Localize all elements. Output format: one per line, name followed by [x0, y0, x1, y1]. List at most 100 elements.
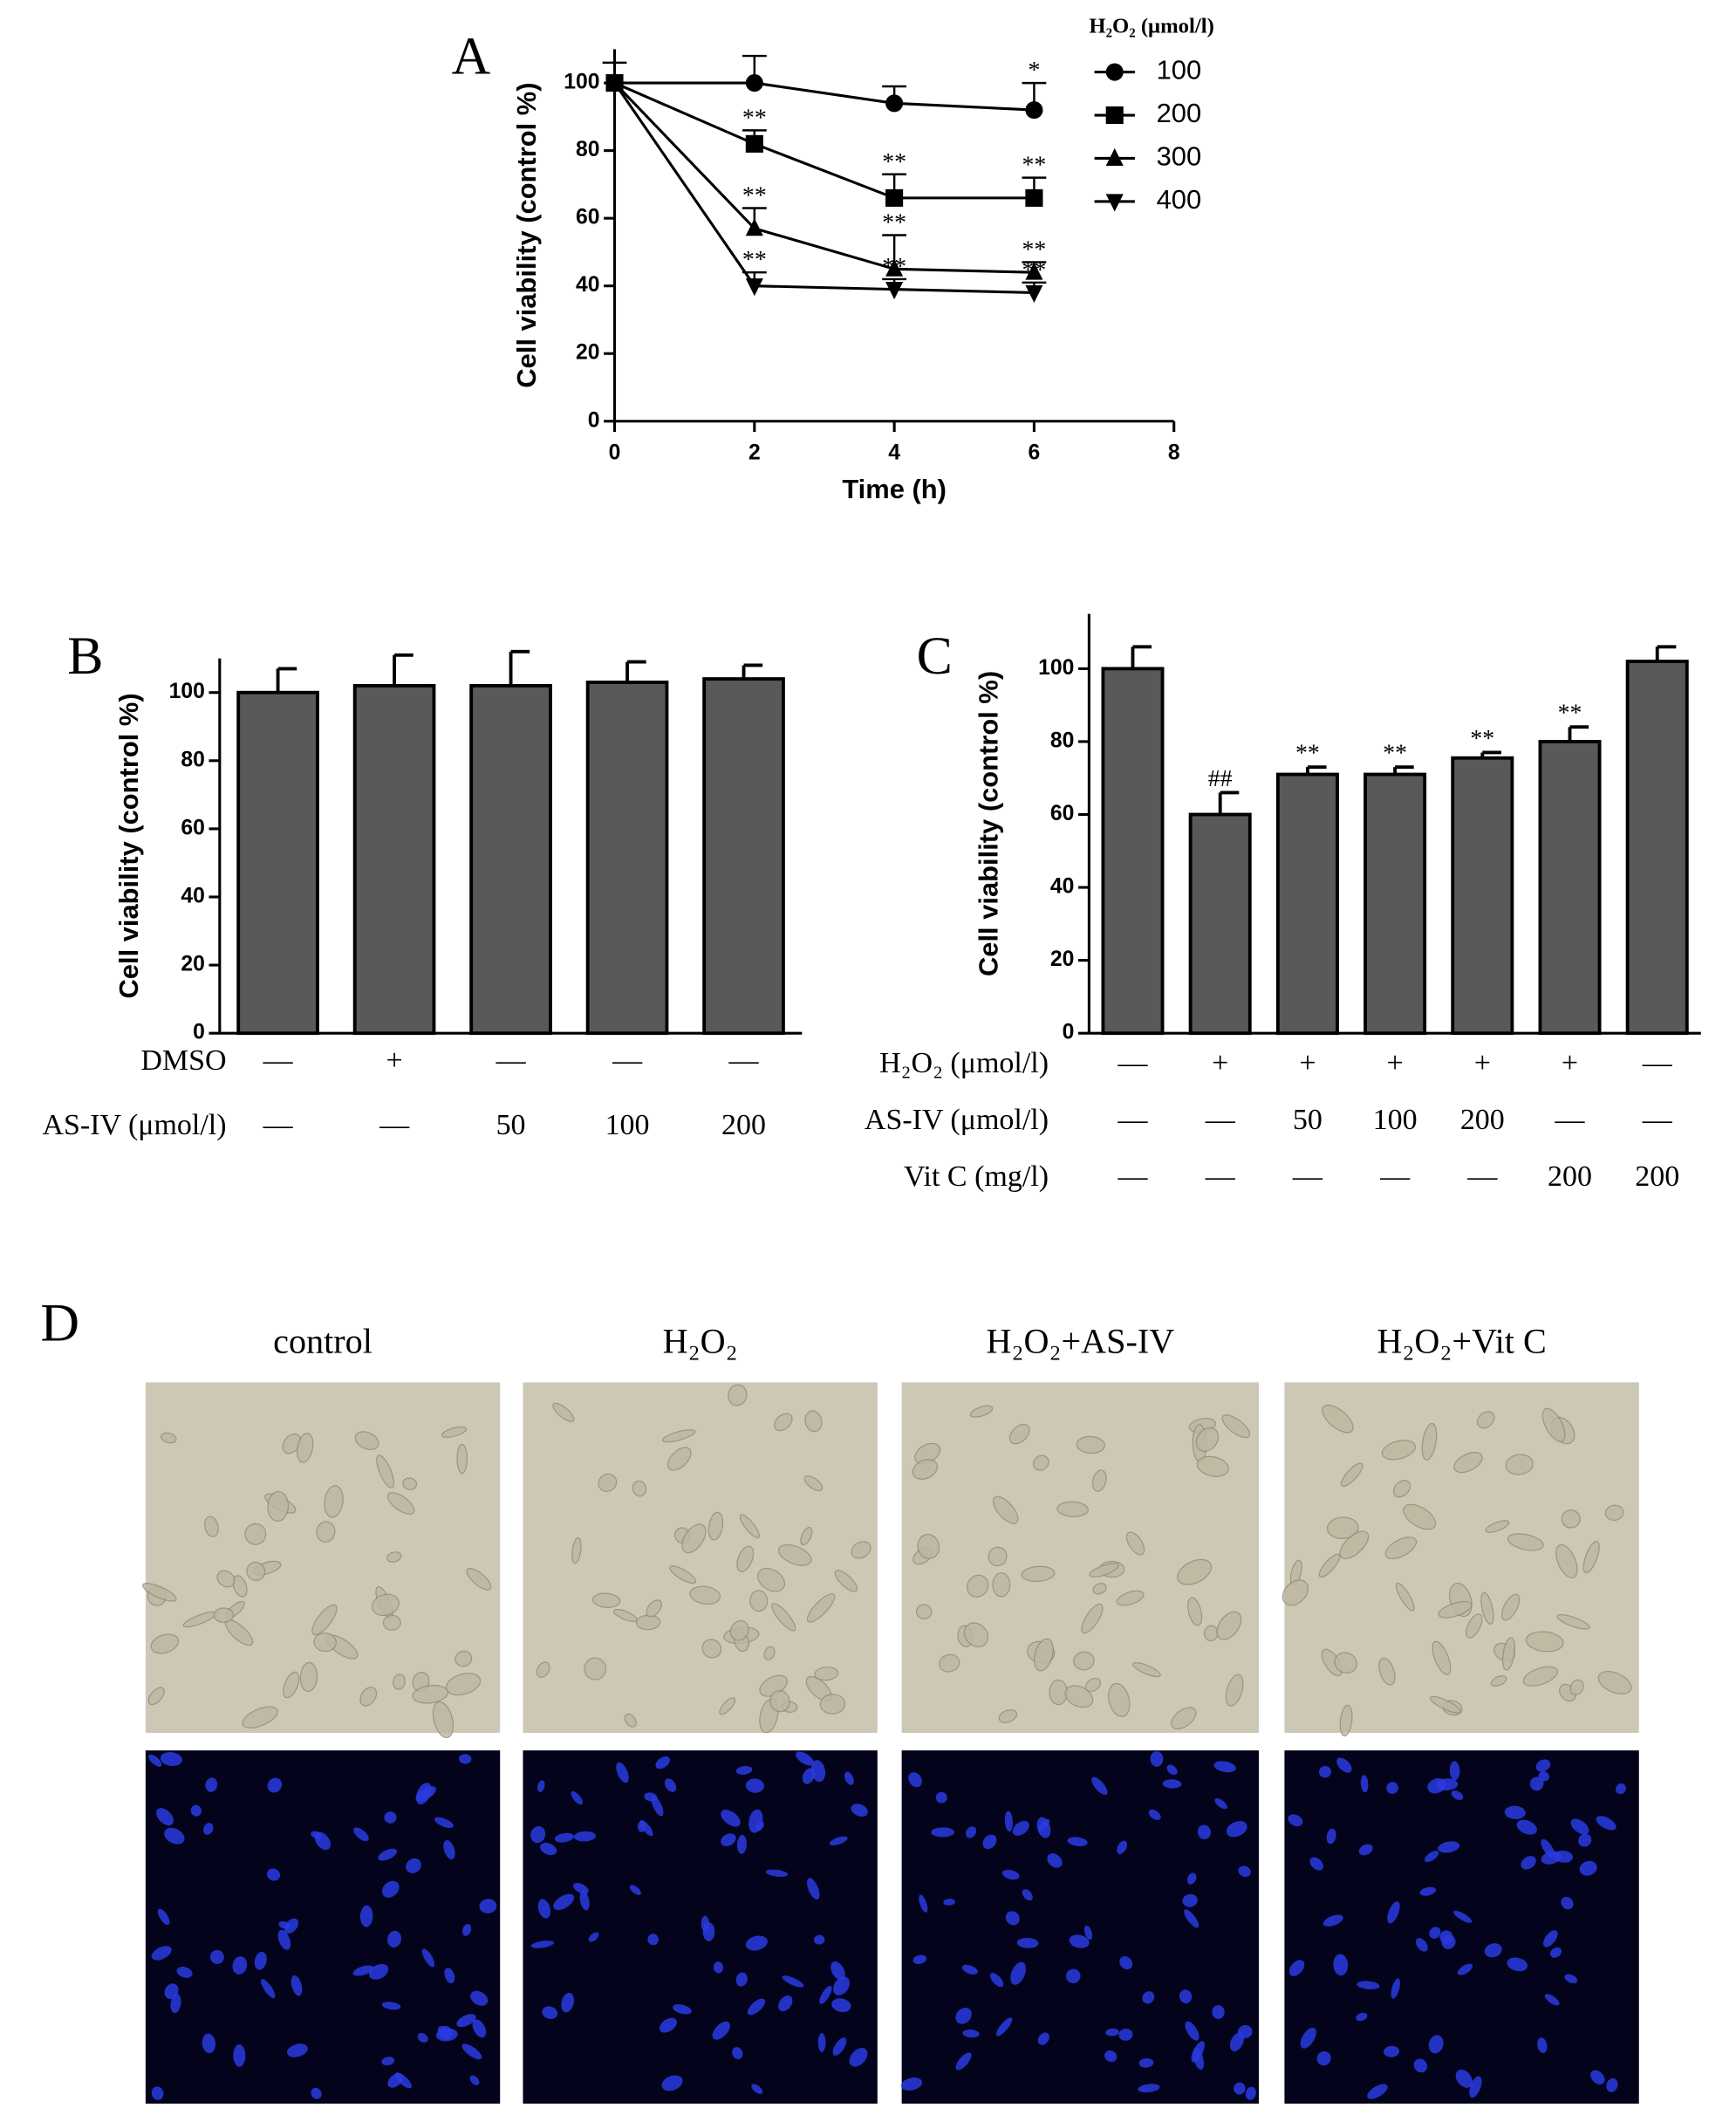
panel-letter: B — [67, 626, 103, 686]
nucleus — [537, 1899, 551, 1919]
cell — [1485, 1520, 1510, 1533]
nucleus — [1012, 1820, 1029, 1836]
nucleus — [1356, 2012, 1368, 2022]
nucleus — [1507, 1957, 1528, 1972]
cell — [213, 1607, 235, 1623]
cell — [814, 1667, 839, 1681]
nucleus — [1036, 1817, 1051, 1838]
nucleus — [151, 2086, 164, 2100]
y-tick-label: 40 — [181, 885, 205, 908]
nucleus — [1535, 1759, 1551, 1772]
nucleus — [157, 1908, 170, 1926]
nucleus — [1166, 1764, 1178, 1776]
nucleus — [1538, 1771, 1549, 1782]
condition-label: H₂O₂ (μmol/l) — [879, 1047, 1049, 1079]
marker — [1025, 101, 1043, 120]
cell — [1555, 1543, 1578, 1579]
nucleus — [151, 1946, 172, 1961]
condition-value: + — [1562, 1047, 1578, 1079]
cell — [777, 1543, 812, 1566]
bar — [1451, 756, 1514, 1036]
nucleus — [278, 1920, 291, 1929]
nucleus — [1288, 1960, 1305, 1976]
nucleus — [1162, 1779, 1182, 1789]
nucleus — [1504, 1805, 1526, 1819]
nucleus — [1391, 1978, 1400, 1999]
cell — [1378, 1657, 1396, 1686]
brightfield-image — [145, 1382, 501, 1734]
nucleus — [1142, 1991, 1155, 2004]
condition-value: 100 — [1373, 1104, 1418, 1136]
cell — [749, 1590, 769, 1612]
nucleus — [1037, 2032, 1049, 2045]
nucleus — [713, 1961, 723, 1974]
bar — [585, 681, 669, 1036]
cell — [1392, 1480, 1411, 1498]
significance: ## — [1208, 765, 1233, 792]
cell — [1507, 1533, 1544, 1551]
marker — [1025, 188, 1043, 207]
nucleus — [1179, 1989, 1193, 2004]
nucleus — [1150, 1751, 1164, 1767]
cell — [632, 1480, 647, 1497]
nucleus — [1564, 1974, 1578, 1984]
nucleus — [810, 1760, 826, 1783]
condition-value: + — [386, 1044, 402, 1077]
cell — [1171, 1707, 1197, 1730]
nucleus — [461, 1923, 472, 1936]
cell — [324, 1485, 344, 1518]
condition-value: 200 — [721, 1109, 766, 1141]
nucleus — [1191, 2041, 1205, 2063]
nucleus — [989, 1973, 1004, 1988]
cell — [1116, 1590, 1145, 1606]
cell — [1326, 1516, 1359, 1540]
nucleus — [751, 2084, 763, 2094]
cell — [536, 1661, 550, 1678]
nucleus — [1357, 1981, 1380, 1990]
nucleus — [1615, 1783, 1626, 1795]
cell — [1196, 1455, 1229, 1477]
marker — [745, 134, 763, 153]
y-tick-label: 20 — [181, 953, 205, 976]
cell — [963, 1622, 989, 1647]
cell — [1076, 1435, 1105, 1454]
cell — [1384, 1537, 1418, 1560]
cell — [313, 1632, 337, 1653]
marker — [745, 218, 763, 236]
nucleus — [1484, 1943, 1502, 1958]
nucleus — [1184, 1909, 1199, 1928]
condition-value: — — [1117, 1104, 1148, 1136]
cell — [1008, 1423, 1030, 1445]
nucleus — [203, 1823, 214, 1835]
cell — [161, 1432, 177, 1444]
nucleus — [290, 1975, 303, 1996]
significance: ** — [882, 148, 906, 175]
nucleus — [421, 1948, 435, 1968]
nucleus — [459, 1754, 472, 1764]
nucleus — [359, 1905, 373, 1927]
nucleus — [900, 2077, 923, 2091]
significance: ** — [1295, 740, 1320, 767]
nucleus — [961, 1964, 978, 1975]
error-bar — [509, 649, 530, 686]
nucleus — [664, 1778, 677, 1792]
nucleus — [571, 1791, 584, 1805]
significance: ** — [1022, 236, 1047, 264]
nucleus — [955, 2052, 972, 2071]
x-tick-label: 2 — [748, 441, 761, 464]
legend-label: 300 — [1157, 141, 1202, 172]
cell — [992, 1496, 1019, 1524]
cell — [1597, 1671, 1632, 1694]
cell — [1334, 1652, 1357, 1674]
cell — [1339, 1530, 1370, 1559]
nucleus — [1457, 1963, 1473, 1975]
cell — [939, 1653, 960, 1673]
y-tick-label: 0 — [1063, 1021, 1075, 1044]
nucleus — [542, 2006, 558, 2019]
condition-value: 50 — [496, 1109, 526, 1141]
legend-label: 200 — [1157, 98, 1202, 128]
y-tick-label: 100 — [169, 680, 205, 703]
y-tick-label: 0 — [193, 1021, 205, 1044]
nucleus — [1424, 1851, 1439, 1863]
nucleus — [469, 2075, 480, 2085]
